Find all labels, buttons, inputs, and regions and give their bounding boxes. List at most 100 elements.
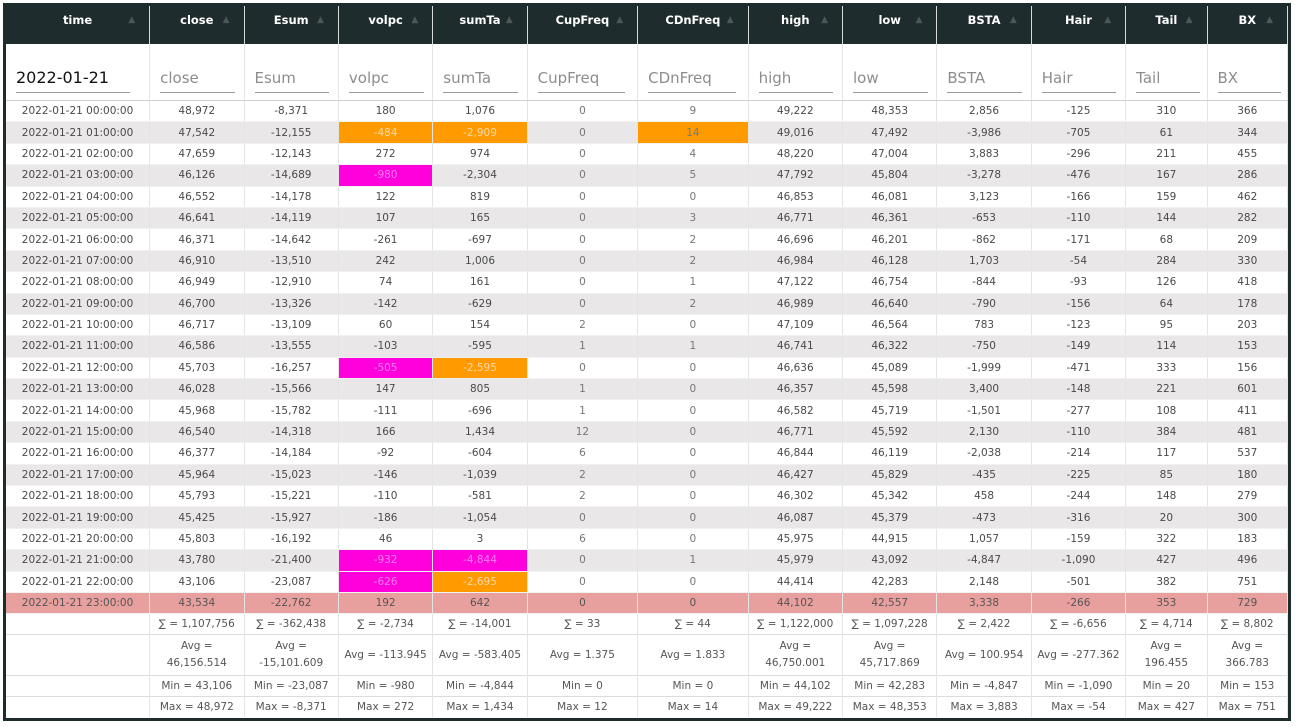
filter-input-bsta[interactable] xyxy=(947,65,1023,93)
summary-max-cell xyxy=(6,696,151,718)
table-row[interactable]: 2022-01-21 23:00:00 43,534 -22,762 192 642 0 0… xyxy=(6,592,1289,615)
table-row[interactable]: 2022-01-21 10:00:00 46,717 -13,109 60 154 2 0 4… xyxy=(6,314,1289,337)
cell-time: 2022-01-21 12:00:00 xyxy=(6,357,151,380)
cell-tail: 353 xyxy=(1125,592,1208,615)
summary-max-cell: Max = 12 xyxy=(527,696,639,718)
filter-input-esum[interactable] xyxy=(254,65,330,93)
table-row[interactable]: 2022-01-21 06:00:00 46,371 -14,642 -261 -697… xyxy=(6,228,1289,251)
filter-input-cdnfreq[interactable] xyxy=(648,65,736,93)
filter-input-high[interactable] xyxy=(758,65,834,93)
sort-arrow-icon[interactable]: ▲ xyxy=(616,15,624,25)
cell-hair: -705 xyxy=(1031,121,1127,144)
table-row[interactable]: 2022-01-21 00:00:00 48,972 -8,371 180 1,076 0… xyxy=(6,100,1289,123)
column-header-time[interactable]: time ▲ xyxy=(6,6,151,44)
column-header-hair[interactable]: Hair ▲ xyxy=(1031,6,1127,44)
column-header-bsta[interactable]: BSTA ▲ xyxy=(936,6,1032,44)
cell-volpc: -142 xyxy=(338,293,434,315)
cell-time: 2022-01-21 10:00:00 xyxy=(6,314,151,337)
cell-tail: 20 xyxy=(1125,506,1208,529)
column-header-tail[interactable]: Tail ▲ xyxy=(1125,6,1208,44)
sort-arrow-icon[interactable]: ▲ xyxy=(505,15,513,25)
cell-bx: 455 xyxy=(1207,143,1289,166)
table-row[interactable]: 2022-01-21 12:00:00 45,703 -16,257 -505 -2,5… xyxy=(6,357,1289,380)
filter-input-tail[interactable] xyxy=(1136,65,1201,93)
table-row[interactable]: 2022-01-21 22:00:00 43,106 -23,087 -626 -2,6… xyxy=(6,571,1289,593)
summary-sum-cell: ∑ = 1,097,228 xyxy=(842,613,938,635)
sort-arrow-icon[interactable]: ▲ xyxy=(128,15,136,25)
cell-low: 45,592 xyxy=(842,421,938,444)
cell-esum: -14,642 xyxy=(244,228,339,251)
cell-time: 2022-01-21 15:00:00 xyxy=(6,421,151,444)
filter-input-bx[interactable] xyxy=(1217,65,1282,93)
summary-avg-cell: Avg = 100.954 xyxy=(936,634,1032,676)
column-header-label: Esum xyxy=(273,13,309,27)
filter-input-low[interactable] xyxy=(853,65,928,93)
cell-cupfreq: 1 xyxy=(527,335,639,358)
sort-arrow-icon[interactable]: ▲ xyxy=(1266,15,1273,25)
summary-sum-cell: ∑ = 1,107,756 xyxy=(149,613,245,635)
column-header-cupfreq[interactable]: CupFreq ▲ xyxy=(527,6,639,44)
cell-bsta: -3,278 xyxy=(936,164,1032,187)
cell-sumta: 1,076 xyxy=(432,100,528,123)
filter-input-sumta[interactable] xyxy=(443,65,518,93)
table-row[interactable]: 2022-01-21 03:00:00 46,126 -14,689 -980 -2,3… xyxy=(6,164,1289,187)
table-row[interactable]: 2022-01-21 20:00:00 45,803 -16,192 46 3 6 0 45,… xyxy=(6,528,1289,551)
sort-arrow-icon[interactable]: ▲ xyxy=(1104,15,1112,25)
cell-time: 2022-01-21 02:00:00 xyxy=(6,143,151,166)
table-body: 2022-01-21 00:00:00 48,972 -8,371 180 1,076 0… xyxy=(6,100,1289,615)
table-row[interactable]: 2022-01-21 05:00:00 46,641 -14,119 107 165 0 3… xyxy=(6,207,1289,230)
summary-avg-cell: Avg = 46,156.514 xyxy=(149,634,245,676)
table-row[interactable]: 2022-01-21 18:00:00 45,793 -15,221 -110 -581… xyxy=(6,485,1289,508)
column-header-esum[interactable]: Esum ▲ xyxy=(244,6,339,44)
sort-arrow-icon[interactable]: ▲ xyxy=(222,15,230,25)
column-header-sumta[interactable]: sumTa ▲ xyxy=(432,6,528,44)
column-header-high[interactable]: high ▲ xyxy=(748,6,844,44)
table-row[interactable]: 2022-01-21 21:00:00 43,780 -21,400 -932 -4,8… xyxy=(6,549,1289,572)
cell-low: 46,361 xyxy=(842,207,938,230)
sort-arrow-icon[interactable]: ▲ xyxy=(1185,15,1193,25)
column-header-cdnfreq[interactable]: CDnFreq ▲ xyxy=(637,6,749,44)
filter-input-time[interactable] xyxy=(16,65,131,93)
table-row[interactable]: 2022-01-21 13:00:00 46,028 -15,566 147 805 1 0… xyxy=(6,378,1289,401)
table-row[interactable]: 2022-01-21 14:00:00 45,968 -15,782 -111 -696… xyxy=(6,399,1289,422)
cell-esum: -15,927 xyxy=(244,506,339,529)
cell-cupfreq: 0 xyxy=(527,207,639,230)
cell-sumta: 161 xyxy=(432,271,528,294)
sort-arrow-icon[interactable]: ▲ xyxy=(411,15,419,25)
table-row[interactable]: 2022-01-21 19:00:00 45,425 -15,927 -186 -1,0… xyxy=(6,506,1289,529)
cell-cupfreq: 2 xyxy=(527,485,639,508)
cell-esum: -22,762 xyxy=(244,592,339,615)
cell-esum: -13,326 xyxy=(244,293,339,315)
sort-arrow-icon[interactable]: ▲ xyxy=(821,15,828,25)
filter-input-close[interactable] xyxy=(160,65,235,93)
table-row[interactable]: 2022-01-21 09:00:00 46,700 -13,326 -142 -629… xyxy=(6,293,1289,315)
table-row[interactable]: 2022-01-21 08:00:00 46,949 -12,910 74 161 0 1 4… xyxy=(6,271,1289,294)
cell-close: 46,949 xyxy=(149,271,245,294)
table-row[interactable]: 2022-01-21 16:00:00 46,377 -14,184 -92 -604 6… xyxy=(6,442,1289,465)
sort-arrow-icon[interactable]: ▲ xyxy=(915,15,923,25)
filter-input-cupfreq[interactable] xyxy=(537,65,626,93)
summary-avg-cell: Avg = 1.833 xyxy=(637,634,749,676)
cell-esum: -12,143 xyxy=(244,143,339,166)
filter-input-hair[interactable] xyxy=(1041,65,1117,93)
table-row[interactable]: 2022-01-21 15:00:00 46,540 -14,318 166 1,434… xyxy=(6,421,1289,444)
table-row[interactable]: 2022-01-21 07:00:00 46,910 -13,510 242 1,006… xyxy=(6,250,1289,273)
column-header-low[interactable]: low ▲ xyxy=(842,6,938,44)
sort-arrow-icon[interactable]: ▲ xyxy=(1009,15,1017,25)
sort-arrow-icon[interactable]: ▲ xyxy=(726,15,734,25)
table-row[interactable]: 2022-01-21 04:00:00 46,552 -14,178 122 819 0 0… xyxy=(6,186,1289,208)
table-row[interactable]: 2022-01-21 11:00:00 46,586 -13,555 -103 -595… xyxy=(6,335,1289,358)
sort-arrow-icon[interactable]: ▲ xyxy=(316,15,324,25)
column-header-close[interactable]: close ▲ xyxy=(149,6,245,44)
column-header-bx[interactable]: BX ▲ xyxy=(1207,6,1289,44)
cell-cupfreq: 1 xyxy=(527,399,639,422)
table-row[interactable]: 2022-01-21 17:00:00 45,964 -15,023 -146 -1,0… xyxy=(6,464,1289,487)
table-row[interactable]: 2022-01-21 02:00:00 47,659 -12,143 272 974 0 4… xyxy=(6,143,1289,166)
column-header-volpc[interactable]: volpc ▲ xyxy=(338,6,434,44)
cell-tail: 108 xyxy=(1125,399,1208,422)
table-row[interactable]: 2022-01-21 01:00:00 47,542 -12,155 -484 -2,9… xyxy=(6,121,1289,144)
summary-min-cell: Min = 20 xyxy=(1125,675,1208,697)
cell-low: 42,557 xyxy=(842,592,938,615)
cell-volpc: -626 xyxy=(338,571,434,593)
filter-input-volpc[interactable] xyxy=(348,65,424,93)
